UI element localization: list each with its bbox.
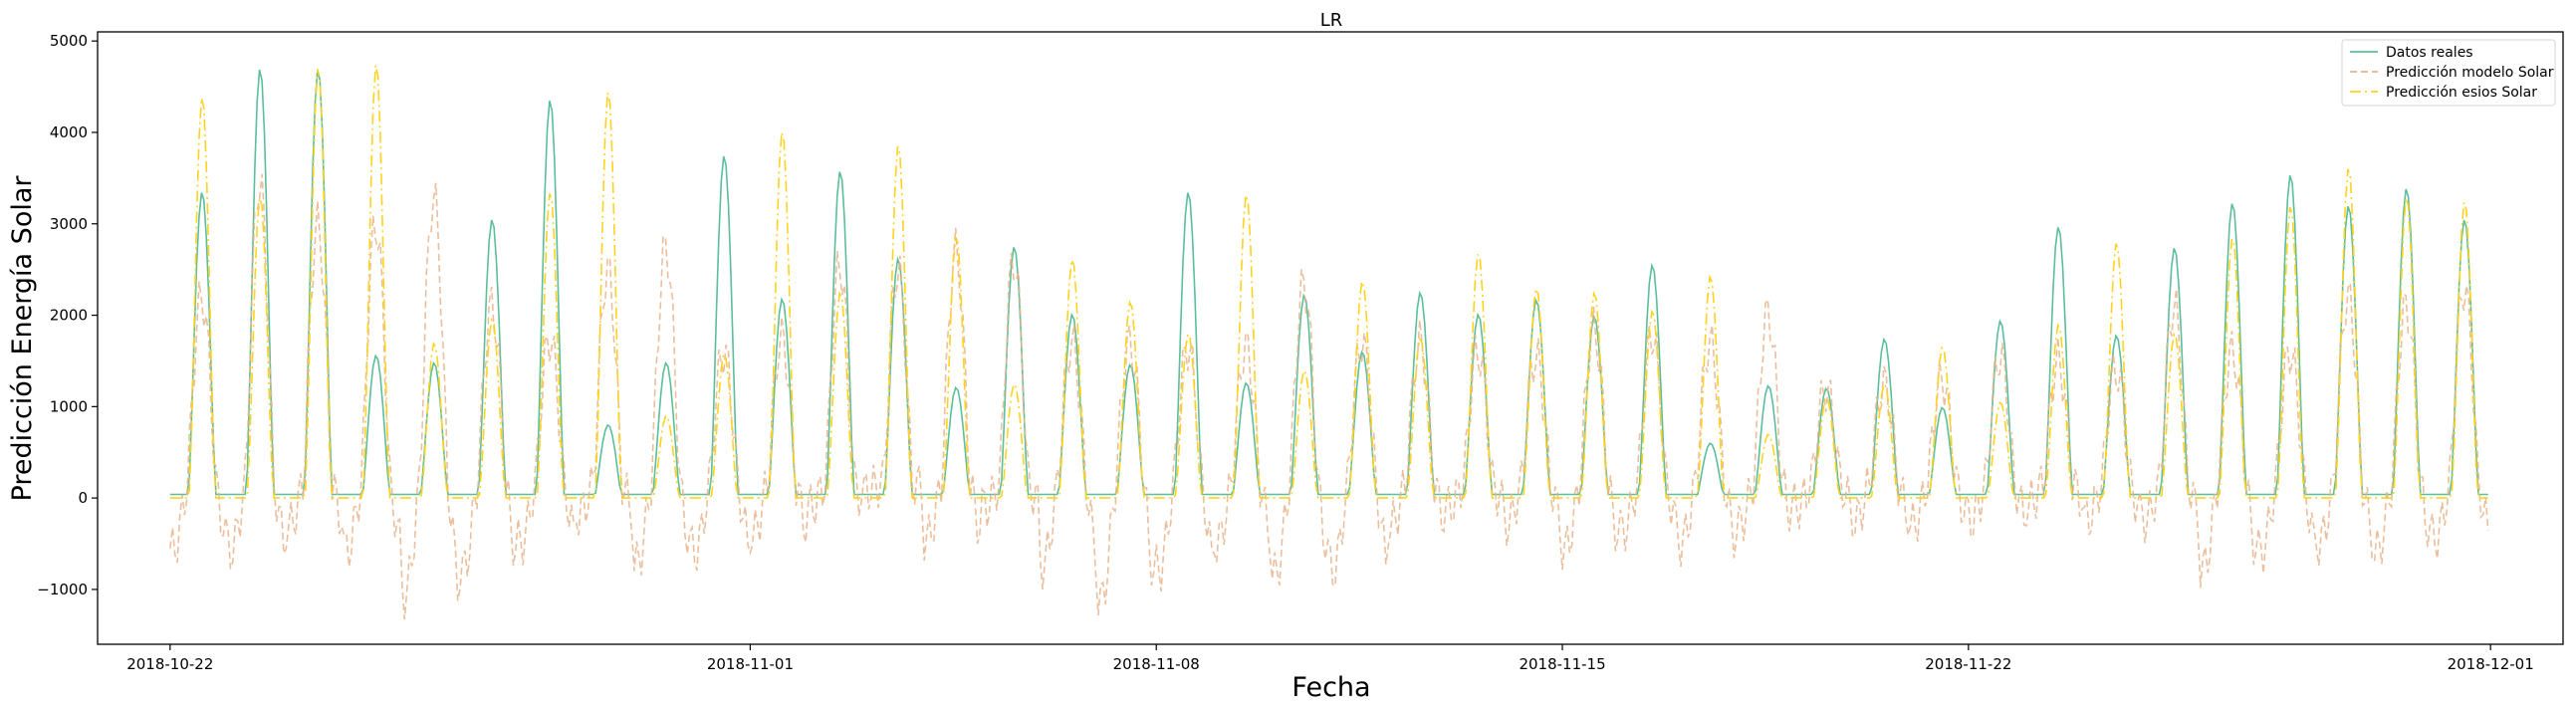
- y-tick-label: 1000: [50, 397, 88, 415]
- legend-label: Predicción modelo Solar: [2386, 65, 2554, 81]
- y-axis-label: Predicción Energía Solar: [7, 175, 38, 502]
- y-tick-label: 3000: [50, 215, 88, 233]
- x-axis-label: Fecha: [1291, 672, 1370, 703]
- legend-label: Datos reales: [2386, 45, 2473, 61]
- chart-title: LR: [1320, 10, 1343, 31]
- y-tick-label: 2000: [50, 307, 88, 325]
- y-tick-label: 4000: [50, 123, 88, 141]
- x-tick-label: 2018-10-22: [126, 655, 213, 673]
- y-axis: −1000 0 1000 2000 3000 4000 5000: [37, 32, 98, 598]
- x-axis: 2018-10-22 2018-11-01 2018-11-08 2018-11-15…: [126, 644, 2534, 673]
- series-line-2: [169, 173, 2489, 620]
- series-line-1: [169, 69, 2488, 496]
- y-tick-label: 0: [78, 489, 88, 507]
- x-tick-label: 2018-11-22: [1925, 655, 2011, 673]
- series-line-3: [169, 65, 2488, 499]
- series-layer: [169, 65, 2489, 620]
- x-tick-label: 2018-11-15: [1519, 655, 1605, 673]
- x-tick-label: 2018-12-01: [2448, 655, 2534, 673]
- legend-box: [2341, 39, 2556, 107]
- plot-frame: [97, 31, 2564, 645]
- y-tick-label: −1000: [37, 581, 88, 598]
- legend-label: Predicción esios Solar: [2386, 85, 2537, 101]
- y-tick-label: 5000: [50, 32, 88, 50]
- x-tick-label: 2018-11-08: [1113, 655, 1200, 673]
- legend: Datos reales Predicción modelo Solar Predi…: [2341, 39, 2556, 107]
- x-tick-label: 2018-11-01: [707, 655, 794, 673]
